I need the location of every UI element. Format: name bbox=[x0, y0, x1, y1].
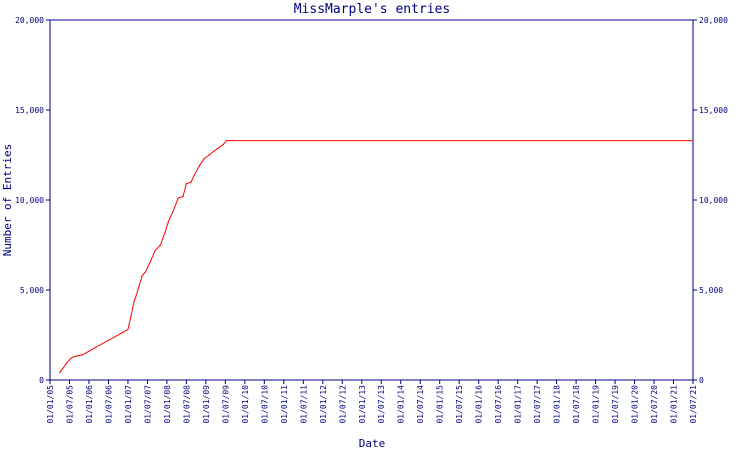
x-tick-label: 01/01/19 bbox=[592, 385, 601, 424]
x-tick-label: 01/01/12 bbox=[319, 385, 328, 424]
x-tick-label: 01/07/09 bbox=[221, 385, 230, 424]
data-point bbox=[138, 285, 140, 287]
x-tick-label: 01/01/09 bbox=[202, 385, 211, 424]
x-tick-label: 01/07/20 bbox=[650, 385, 659, 424]
data-point bbox=[135, 296, 137, 298]
data-point bbox=[73, 356, 75, 358]
x-tick-label: 01/01/21 bbox=[670, 385, 679, 424]
x-tick-label: 01/01/20 bbox=[631, 385, 640, 424]
data-point bbox=[222, 143, 225, 145]
y-tick-label-right: 10,000 bbox=[699, 196, 728, 205]
x-tick-label: 01/07/08 bbox=[182, 385, 191, 424]
data-point bbox=[172, 210, 174, 212]
data-point bbox=[141, 275, 143, 277]
x-tick-label: 01/01/13 bbox=[358, 385, 367, 424]
x-axis-ticks: 01/01/05 01/07/05 01/01/06 01/07/06 01/01/07… bbox=[46, 380, 698, 424]
x-tick-label: 01/07/07 bbox=[143, 385, 152, 424]
data-point bbox=[198, 165, 200, 167]
x-tick-label: 01/07/10 bbox=[260, 385, 269, 424]
data-point bbox=[203, 158, 205, 160]
data-point bbox=[114, 336, 116, 338]
x-tick-label: 01/01/14 bbox=[397, 385, 406, 424]
chart-title: MissMarple's entries bbox=[294, 2, 451, 17]
x-tick-label: 01/07/19 bbox=[611, 385, 620, 424]
data-point bbox=[226, 140, 228, 142]
data-point bbox=[107, 339, 109, 341]
y-tick-label-right: 0 bbox=[699, 376, 704, 385]
data-point bbox=[159, 244, 161, 246]
data-point bbox=[81, 354, 83, 356]
data-point bbox=[208, 154, 210, 156]
x-tick-label: 01/01/07 bbox=[124, 385, 133, 424]
data-point bbox=[133, 300, 135, 302]
data-point bbox=[101, 343, 103, 345]
x-tick-label: 01/07/21 bbox=[689, 385, 698, 424]
y-tick-label-right: 20,000 bbox=[699, 16, 728, 25]
x-tick-label: 01/01/16 bbox=[475, 385, 484, 424]
x-tick-label: 01/07/06 bbox=[104, 385, 113, 424]
x-tick-label: 01/01/11 bbox=[280, 385, 289, 424]
y-tick-label-left: 20,000 bbox=[15, 16, 44, 25]
x-tick-label: 01/07/12 bbox=[338, 385, 347, 424]
data-point bbox=[185, 183, 187, 185]
y-tick-label-left: 10,000 bbox=[15, 196, 44, 205]
x-axis-label: Date bbox=[359, 437, 386, 450]
data-point bbox=[130, 314, 132, 316]
x-tick-label: 01/07/13 bbox=[377, 385, 386, 424]
x-tick-label: 01/01/06 bbox=[85, 385, 94, 424]
data-point bbox=[59, 372, 61, 374]
y-tick-label-left: 5,000 bbox=[20, 286, 44, 295]
x-tick-label: 01/07/18 bbox=[572, 385, 581, 424]
x-tick-label: 01/07/05 bbox=[65, 385, 74, 424]
data-point bbox=[218, 147, 220, 149]
y-tick-label-right: 15,000 bbox=[699, 106, 728, 115]
data-point bbox=[227, 140, 230, 142]
y-tick-label-left: 15,000 bbox=[15, 106, 44, 115]
data-point bbox=[190, 181, 192, 183]
y-axis-label: Number of Entries bbox=[1, 144, 14, 257]
x-tick-label: 01/07/17 bbox=[533, 385, 542, 424]
x-tick-label: 01/07/11 bbox=[299, 385, 308, 424]
data-point bbox=[154, 249, 156, 251]
x-tick-label: 01/07/15 bbox=[455, 385, 464, 424]
series-line bbox=[59, 140, 693, 374]
data-point bbox=[177, 197, 179, 199]
data-point bbox=[193, 174, 195, 176]
x-tick-label: 01/01/10 bbox=[241, 385, 250, 424]
x-tick-label: 01/07/14 bbox=[416, 385, 425, 424]
data-point bbox=[149, 260, 152, 262]
data-point bbox=[144, 271, 147, 273]
data-point bbox=[70, 357, 72, 359]
data-point bbox=[213, 150, 215, 152]
data-point bbox=[692, 140, 694, 142]
data-point bbox=[167, 221, 169, 223]
x-tick-label: 01/01/05 bbox=[46, 385, 55, 424]
series-group bbox=[59, 140, 694, 374]
y-tick-label-left: 0 bbox=[39, 376, 44, 385]
data-point bbox=[94, 347, 96, 349]
data-point bbox=[65, 363, 67, 365]
data-point bbox=[182, 195, 184, 197]
data-point bbox=[164, 231, 166, 233]
y-axis-ticks: 0 0 5,000 5,000 10,000 10,000 15,000 15,000 20,0… bbox=[15, 16, 728, 385]
y-tick-label-right: 5,000 bbox=[699, 286, 723, 295]
data-point bbox=[88, 350, 90, 352]
data-point bbox=[120, 332, 122, 334]
x-tick-label: 01/01/15 bbox=[436, 385, 445, 424]
x-tick-label: 01/01/18 bbox=[553, 385, 562, 424]
x-tick-label: 01/01/17 bbox=[514, 385, 523, 424]
x-tick-label: 01/07/16 bbox=[494, 385, 503, 424]
data-point bbox=[127, 329, 129, 331]
x-tick-label: 01/01/08 bbox=[163, 385, 172, 424]
